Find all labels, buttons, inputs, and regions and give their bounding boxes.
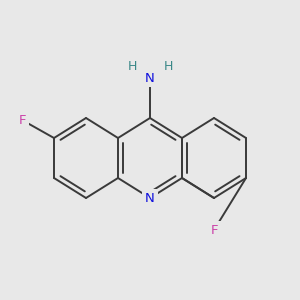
- Text: H: H: [127, 59, 137, 73]
- Text: N: N: [145, 71, 155, 85]
- Text: F: F: [18, 113, 26, 127]
- Text: N: N: [145, 191, 155, 205]
- Text: F: F: [210, 224, 218, 236]
- Text: H: H: [163, 59, 173, 73]
